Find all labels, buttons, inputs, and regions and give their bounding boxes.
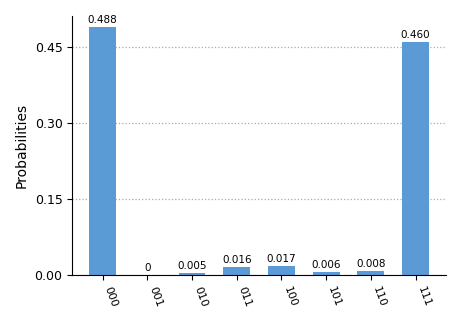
Y-axis label: Probabilities: Probabilities: [15, 103, 29, 188]
Text: 0: 0: [144, 263, 151, 273]
Bar: [357, 271, 384, 275]
Bar: [224, 267, 250, 275]
Bar: [313, 272, 340, 275]
Text: 0.488: 0.488: [88, 16, 118, 26]
Text: 0.017: 0.017: [266, 255, 296, 265]
Text: 0.460: 0.460: [401, 30, 431, 40]
Text: 0.008: 0.008: [356, 259, 386, 269]
Text: 0.005: 0.005: [177, 261, 207, 271]
Bar: [402, 42, 429, 275]
Bar: [179, 273, 206, 275]
Text: 0.006: 0.006: [312, 260, 341, 270]
Bar: [268, 266, 295, 275]
Text: 0.016: 0.016: [222, 255, 252, 265]
Bar: [89, 27, 116, 275]
